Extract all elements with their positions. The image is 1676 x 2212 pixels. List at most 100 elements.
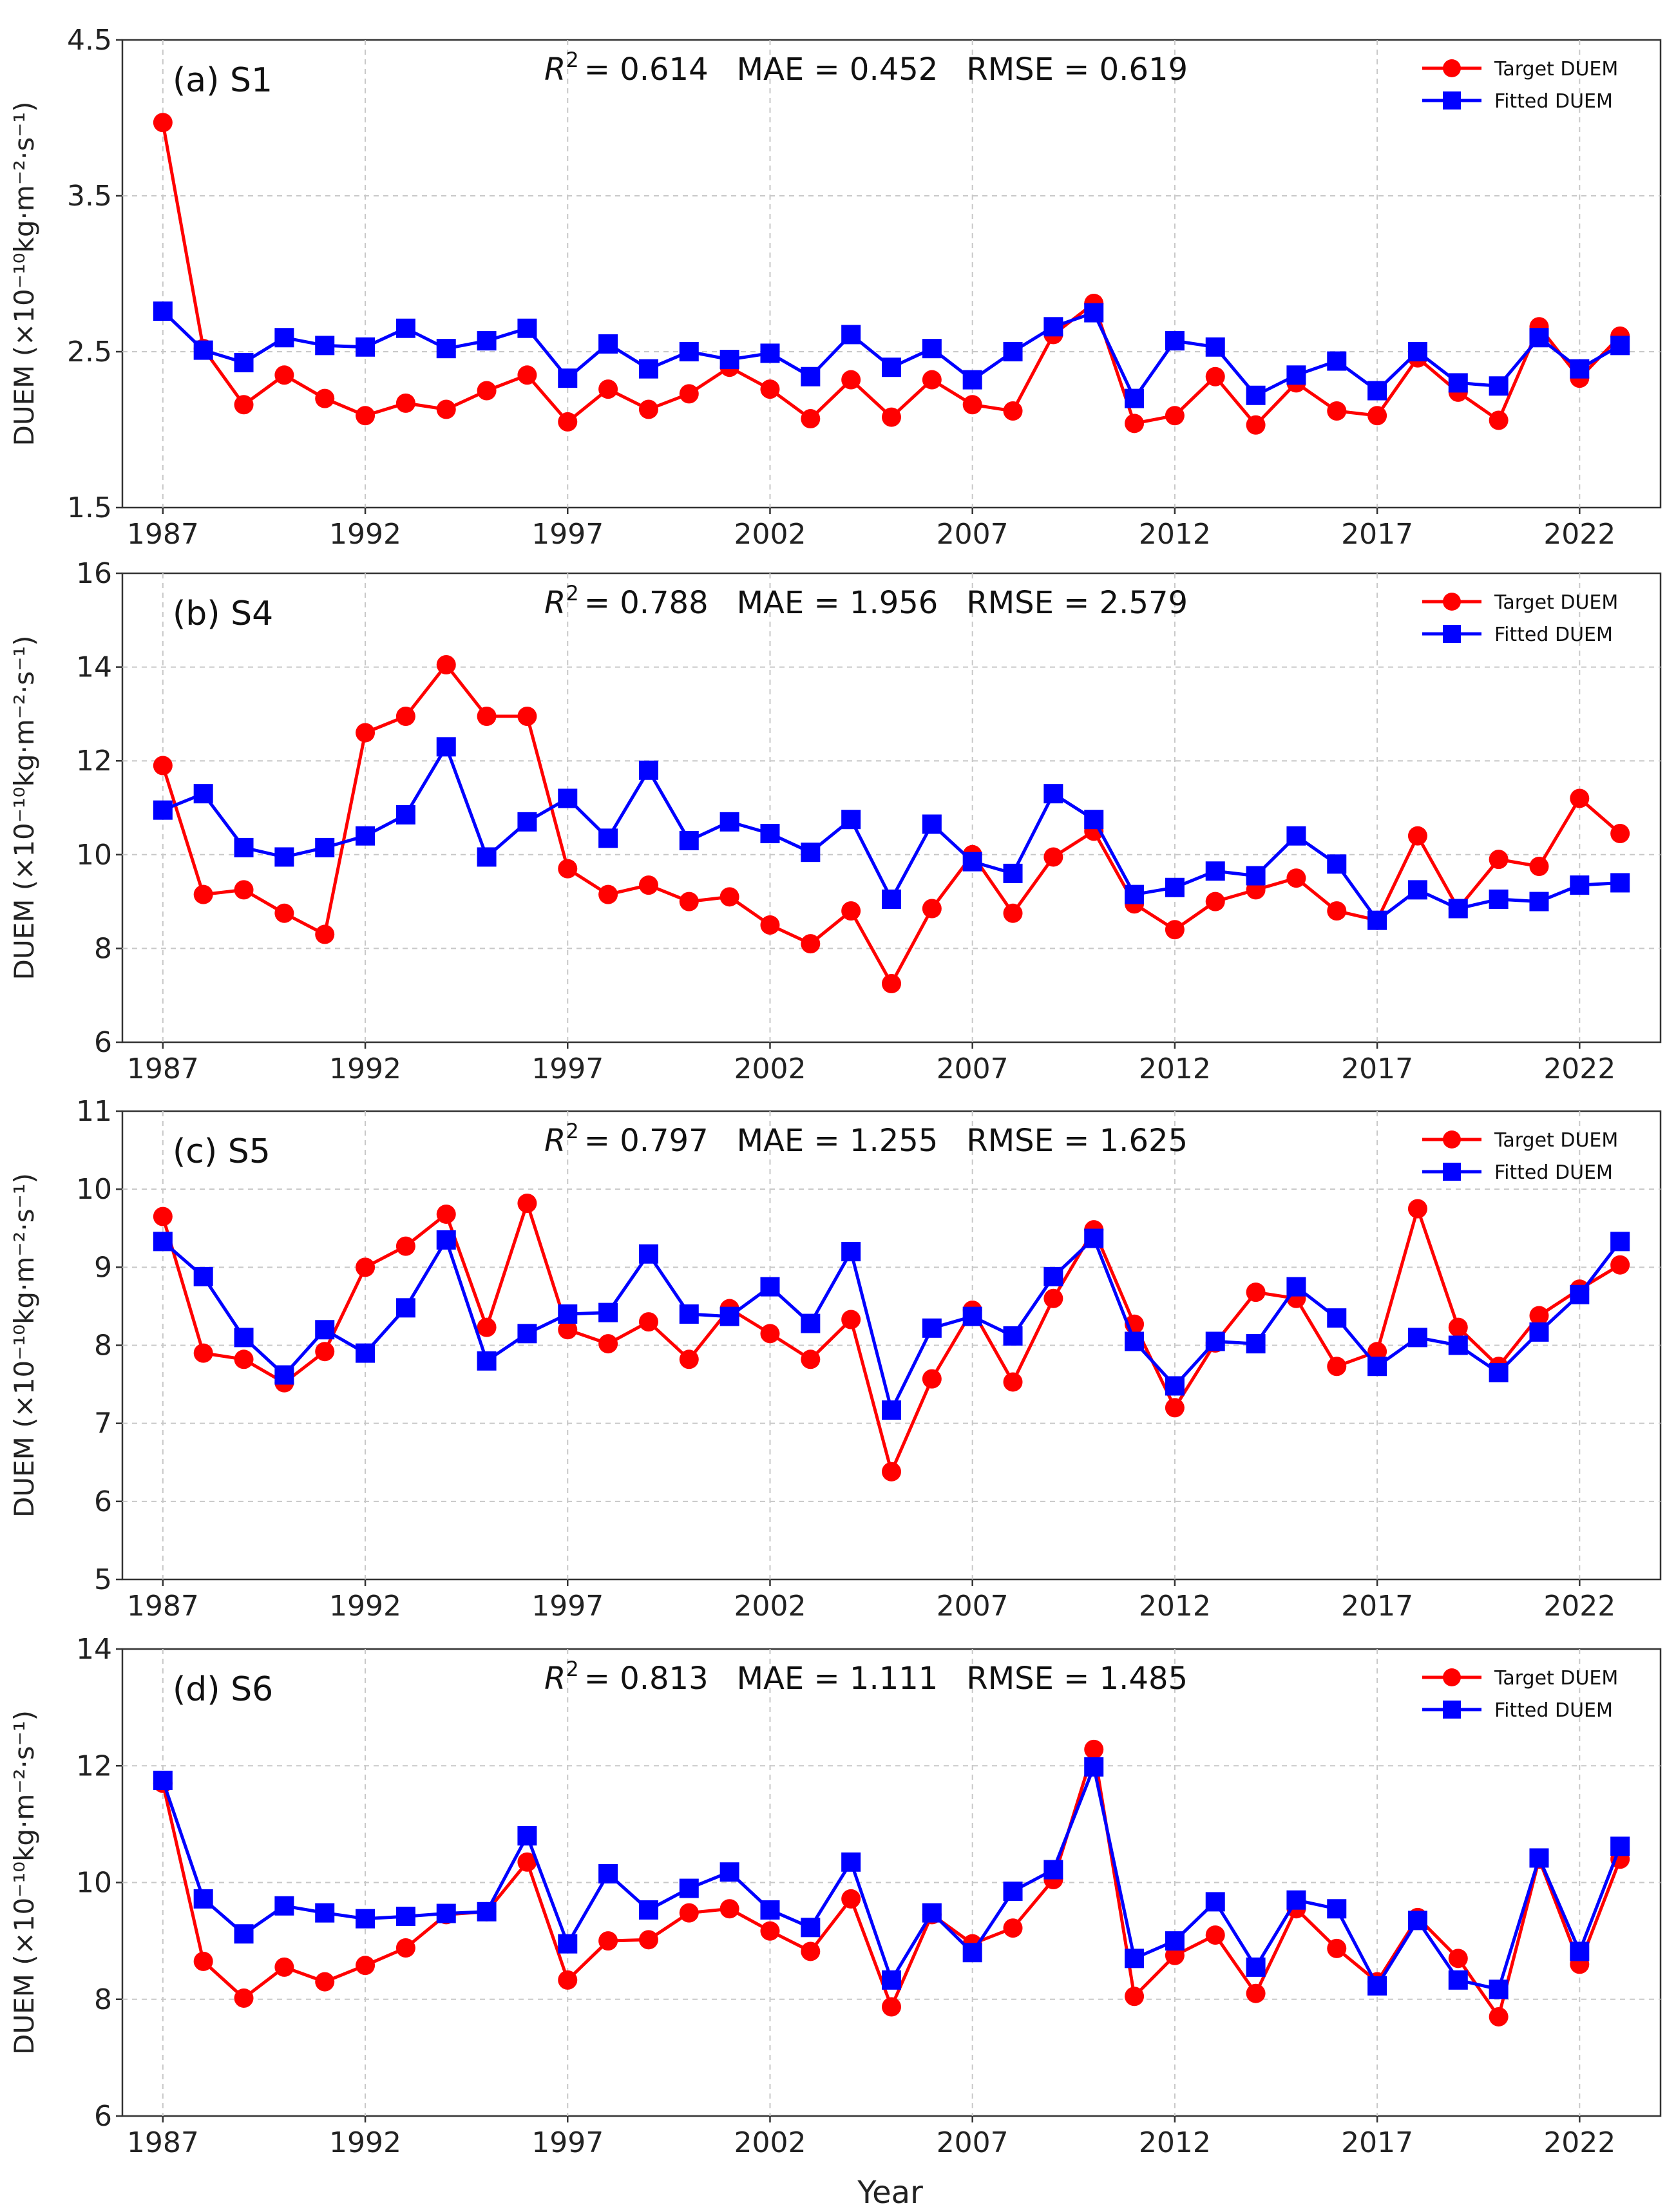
- target-point: [193, 1343, 213, 1363]
- x-tick-label: 2022: [1543, 1590, 1615, 1623]
- metric-r2-exp: 2: [566, 1119, 578, 1143]
- fitted-point: [1327, 1308, 1347, 1328]
- target-point: [153, 1206, 173, 1226]
- fitted-point: [356, 826, 376, 846]
- fitted-point: [962, 852, 982, 872]
- legend-marker: [1443, 1701, 1461, 1719]
- fitted-point: [274, 1365, 294, 1385]
- target-point: [477, 381, 497, 401]
- fitted-point: [1003, 1882, 1023, 1902]
- target-point: [1529, 857, 1549, 876]
- fitted-point: [1529, 891, 1549, 911]
- metric-r2: = 0.788: [584, 585, 709, 621]
- legend-label: Fitted DUEM: [1494, 1161, 1613, 1184]
- fitted-point: [315, 1320, 335, 1340]
- target-point: [638, 399, 658, 419]
- fitted-point: [841, 1242, 861, 1262]
- target-point: [395, 707, 415, 727]
- plot-area: [121, 572, 1662, 1044]
- fitted-point: [436, 1903, 456, 1923]
- fitted-point: [234, 1924, 254, 1944]
- y-tick-label: 12: [76, 745, 112, 777]
- target-point: [1003, 401, 1023, 421]
- target-point: [315, 924, 335, 944]
- target-point: [477, 707, 497, 727]
- x-tick-label: 1987: [127, 2126, 199, 2159]
- x-tick-label: 2012: [1139, 2126, 1211, 2159]
- target-point: [841, 370, 861, 390]
- fitted-point: [315, 336, 335, 356]
- target-point: [922, 370, 942, 390]
- fitted-point: [598, 1864, 618, 1883]
- fitted-point: [1286, 826, 1306, 846]
- target-point: [922, 1369, 942, 1389]
- legend-label: Target DUEM: [1494, 1667, 1618, 1690]
- target-point: [760, 379, 780, 399]
- fitted-point: [882, 1970, 901, 1990]
- target-point: [962, 395, 982, 415]
- target-point: [760, 915, 780, 935]
- x-tick-label: 2017: [1341, 1053, 1413, 1085]
- target-point: [395, 1236, 415, 1256]
- fitted-point: [1286, 365, 1306, 385]
- metric-r2: = 0.797: [584, 1123, 709, 1159]
- legend-marker: [1443, 1130, 1461, 1149]
- target-point: [760, 1324, 780, 1344]
- fitted-point: [234, 1328, 254, 1348]
- fitted-point: [558, 788, 578, 808]
- fitted-point: [598, 1302, 618, 1322]
- metrics-text: R2 = 0.614 MAE = 0.452 RMSE = 0.619: [544, 48, 1188, 88]
- fitted-point: [679, 1304, 699, 1324]
- legend-marker: [1443, 1163, 1461, 1181]
- fitted-point: [153, 1232, 173, 1252]
- fitted-point: [1610, 1836, 1630, 1856]
- fitted-point: [1286, 1277, 1306, 1297]
- y-tick-label: 8: [94, 1983, 112, 2016]
- x-tick-label: 2002: [734, 1590, 806, 1623]
- fitted-point: [477, 331, 497, 351]
- x-tick-label: 2017: [1341, 1590, 1413, 1623]
- fitted-point: [1084, 810, 1104, 830]
- fitted-point: [1407, 880, 1427, 900]
- metric-r2-exp: 2: [566, 581, 578, 605]
- target-point: [274, 1957, 294, 1977]
- target-point: [882, 1997, 901, 2017]
- fitted-point: [719, 1862, 739, 1882]
- y-tick-label: 10: [76, 1173, 112, 1206]
- target-point: [719, 887, 739, 907]
- fitted-point: [638, 1900, 658, 1920]
- x-tick-label: 2017: [1341, 518, 1413, 551]
- target-point: [1165, 1945, 1185, 1965]
- fitted-point: [477, 1351, 497, 1371]
- fitted-point: [1246, 866, 1266, 886]
- panel-3: 5 6 7 8 9 10 11 1987 1992 1997 2002 2007 2012 2017 202…: [8, 1095, 1662, 1623]
- target-point: [1205, 891, 1225, 911]
- fitted-point: [679, 342, 699, 361]
- panel-1: 1.5 2.5 3.5 4.5 1987 1992 1997 2002 2007 2012 2017…: [8, 24, 1662, 551]
- fitted-point: [1205, 1331, 1225, 1351]
- fitted-point: [1125, 1949, 1145, 1969]
- fitted-point: [760, 824, 780, 844]
- target-point: [274, 903, 294, 923]
- target-point: [1610, 1255, 1630, 1275]
- target-point: [882, 1462, 901, 1482]
- fitted-point: [1407, 1328, 1427, 1348]
- y-tick-label: 10: [76, 839, 112, 872]
- legend-marker: [1443, 625, 1461, 643]
- target-point: [841, 1310, 861, 1330]
- fitted-point: [1043, 1860, 1063, 1880]
- target-point: [517, 707, 537, 727]
- x-tick-label: 2022: [1543, 518, 1615, 551]
- fitted-point: [1489, 889, 1509, 909]
- metric-r2: = 0.813: [584, 1661, 709, 1697]
- fitted-point: [1125, 884, 1145, 904]
- target-point: [234, 880, 254, 900]
- legend-label: Target DUEM: [1494, 58, 1618, 81]
- fitted-point: [1448, 373, 1468, 393]
- x-tick-label: 2007: [937, 1590, 1009, 1623]
- metric-r2-exp: 2: [566, 1657, 578, 1681]
- target-point: [638, 1312, 658, 1332]
- fitted-point: [1327, 1899, 1347, 1919]
- fitted-point: [315, 1903, 335, 1923]
